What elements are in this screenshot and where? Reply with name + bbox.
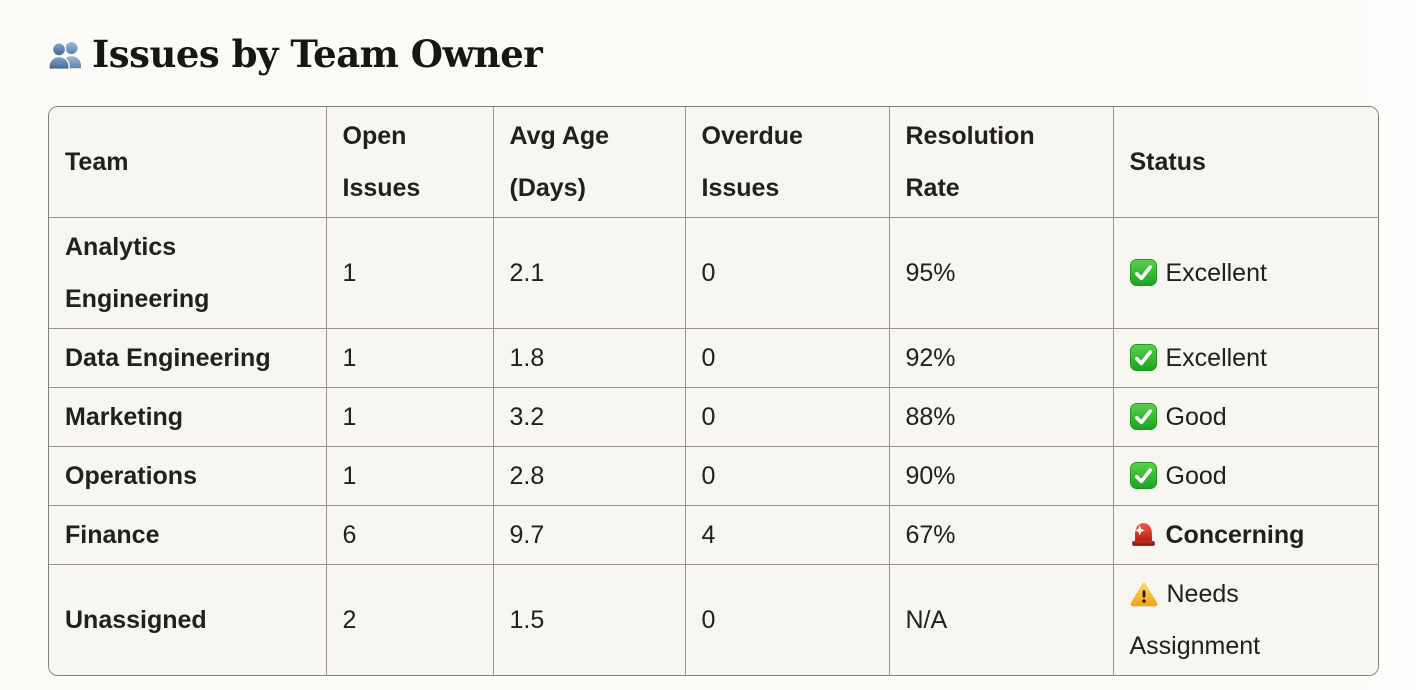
- open-issues-cell: 1: [325, 387, 494, 447]
- status-label: Good: [1165, 462, 1227, 490]
- team-cell: Data Engineering: [49, 328, 327, 388]
- open-issues-cell: 1: [325, 446, 494, 506]
- resolution-rate-cell: 95%: [888, 217, 1114, 329]
- table-row: Data Engineering 1 1.8 0 92% Excellent: [49, 328, 1378, 388]
- table-row: Operations 1 2.8 0 90% Good: [49, 446, 1378, 506]
- avg-age-cell: 1.8: [492, 328, 686, 388]
- page-title: Issues by Team Owner: [48, 30, 1377, 78]
- check-mark-icon: [1129, 462, 1157, 489]
- check-mark-icon: [1129, 259, 1157, 286]
- team-cell: Analytics Engineering: [49, 217, 327, 329]
- resolution-rate-cell: 67%: [888, 505, 1114, 565]
- avg-age-cell: 3.2: [492, 387, 686, 447]
- overdue-issues-cell: 0: [684, 217, 890, 329]
- resolution-rate-cell: 90%: [888, 446, 1114, 506]
- open-issues-cell: 1: [325, 328, 494, 388]
- avg-age-cell: 2.8: [492, 446, 686, 506]
- issues-by-team-table: Team Open Issues Avg Age (Days) Overdue …: [48, 106, 1379, 676]
- users-icon: [48, 39, 83, 70]
- column-header-resolution-rate: Resolution Rate: [888, 107, 1114, 218]
- overdue-issues-cell: 0: [684, 446, 890, 506]
- table-row: Marketing 1 3.2 0 88% Good: [49, 387, 1378, 447]
- report-page: Issues by Team Owner Team Open Issues Av…: [48, 30, 1379, 676]
- table-row: Unassigned 2 1.5 0 N/A Needs Assignment: [49, 564, 1378, 675]
- check-mark-icon: [1129, 403, 1157, 430]
- status-label: Needs Assignment: [1129, 580, 1261, 660]
- overdue-issues-cell: 4: [684, 505, 890, 565]
- team-cell: Unassigned: [49, 564, 327, 675]
- status-cell: Concerning: [1112, 505, 1378, 565]
- overdue-issues-cell: 0: [684, 387, 890, 447]
- status-label: Excellent: [1165, 344, 1267, 372]
- open-issues-cell: 2: [325, 564, 494, 675]
- resolution-rate-cell: 92%: [888, 328, 1114, 388]
- status-cell: Needs Assignment: [1112, 564, 1378, 675]
- status-cell: Good: [1112, 387, 1378, 447]
- team-cell: Operations: [49, 446, 327, 506]
- avg-age-cell: 2.1: [492, 217, 686, 329]
- team-cell: Marketing: [49, 387, 327, 447]
- column-header-team: Team: [49, 107, 327, 218]
- table-row: Finance 6 9.7 4 67% Concerning: [49, 505, 1378, 565]
- status-cell: Excellent: [1112, 328, 1378, 388]
- status-label: Excellent: [1165, 259, 1267, 287]
- table-row: Analytics Engineering 1 2.1 0 95% Excell…: [49, 217, 1378, 329]
- column-header-open-issues: Open Issues: [325, 107, 494, 218]
- column-header-avg-age: Avg Age (Days): [492, 107, 686, 218]
- page-title-text: Issues by Team Owner: [92, 32, 543, 76]
- column-header-overdue-issues: Overdue Issues: [684, 107, 890, 218]
- status-label: Good: [1165, 403, 1227, 431]
- column-header-status: Status: [1112, 107, 1378, 218]
- table-header-row: Team Open Issues Avg Age (Days) Overdue …: [49, 107, 1378, 218]
- open-issues-cell: 1: [325, 217, 494, 329]
- resolution-rate-cell: 88%: [888, 387, 1114, 447]
- warning-icon: [1130, 582, 1158, 607]
- siren-icon: [1130, 521, 1157, 548]
- overdue-issues-cell: 0: [684, 564, 890, 675]
- check-mark-icon: [1129, 344, 1157, 371]
- avg-age-cell: 9.7: [492, 505, 686, 565]
- avg-age-cell: 1.5: [492, 564, 686, 675]
- status-cell: Excellent: [1112, 217, 1378, 329]
- open-issues-cell: 6: [325, 505, 494, 565]
- status-label: Concerning: [1165, 521, 1305, 549]
- team-cell: Finance: [49, 505, 327, 565]
- status-cell: Good: [1112, 446, 1378, 506]
- resolution-rate-cell: N/A: [888, 564, 1114, 675]
- overdue-issues-cell: 0: [684, 328, 890, 388]
